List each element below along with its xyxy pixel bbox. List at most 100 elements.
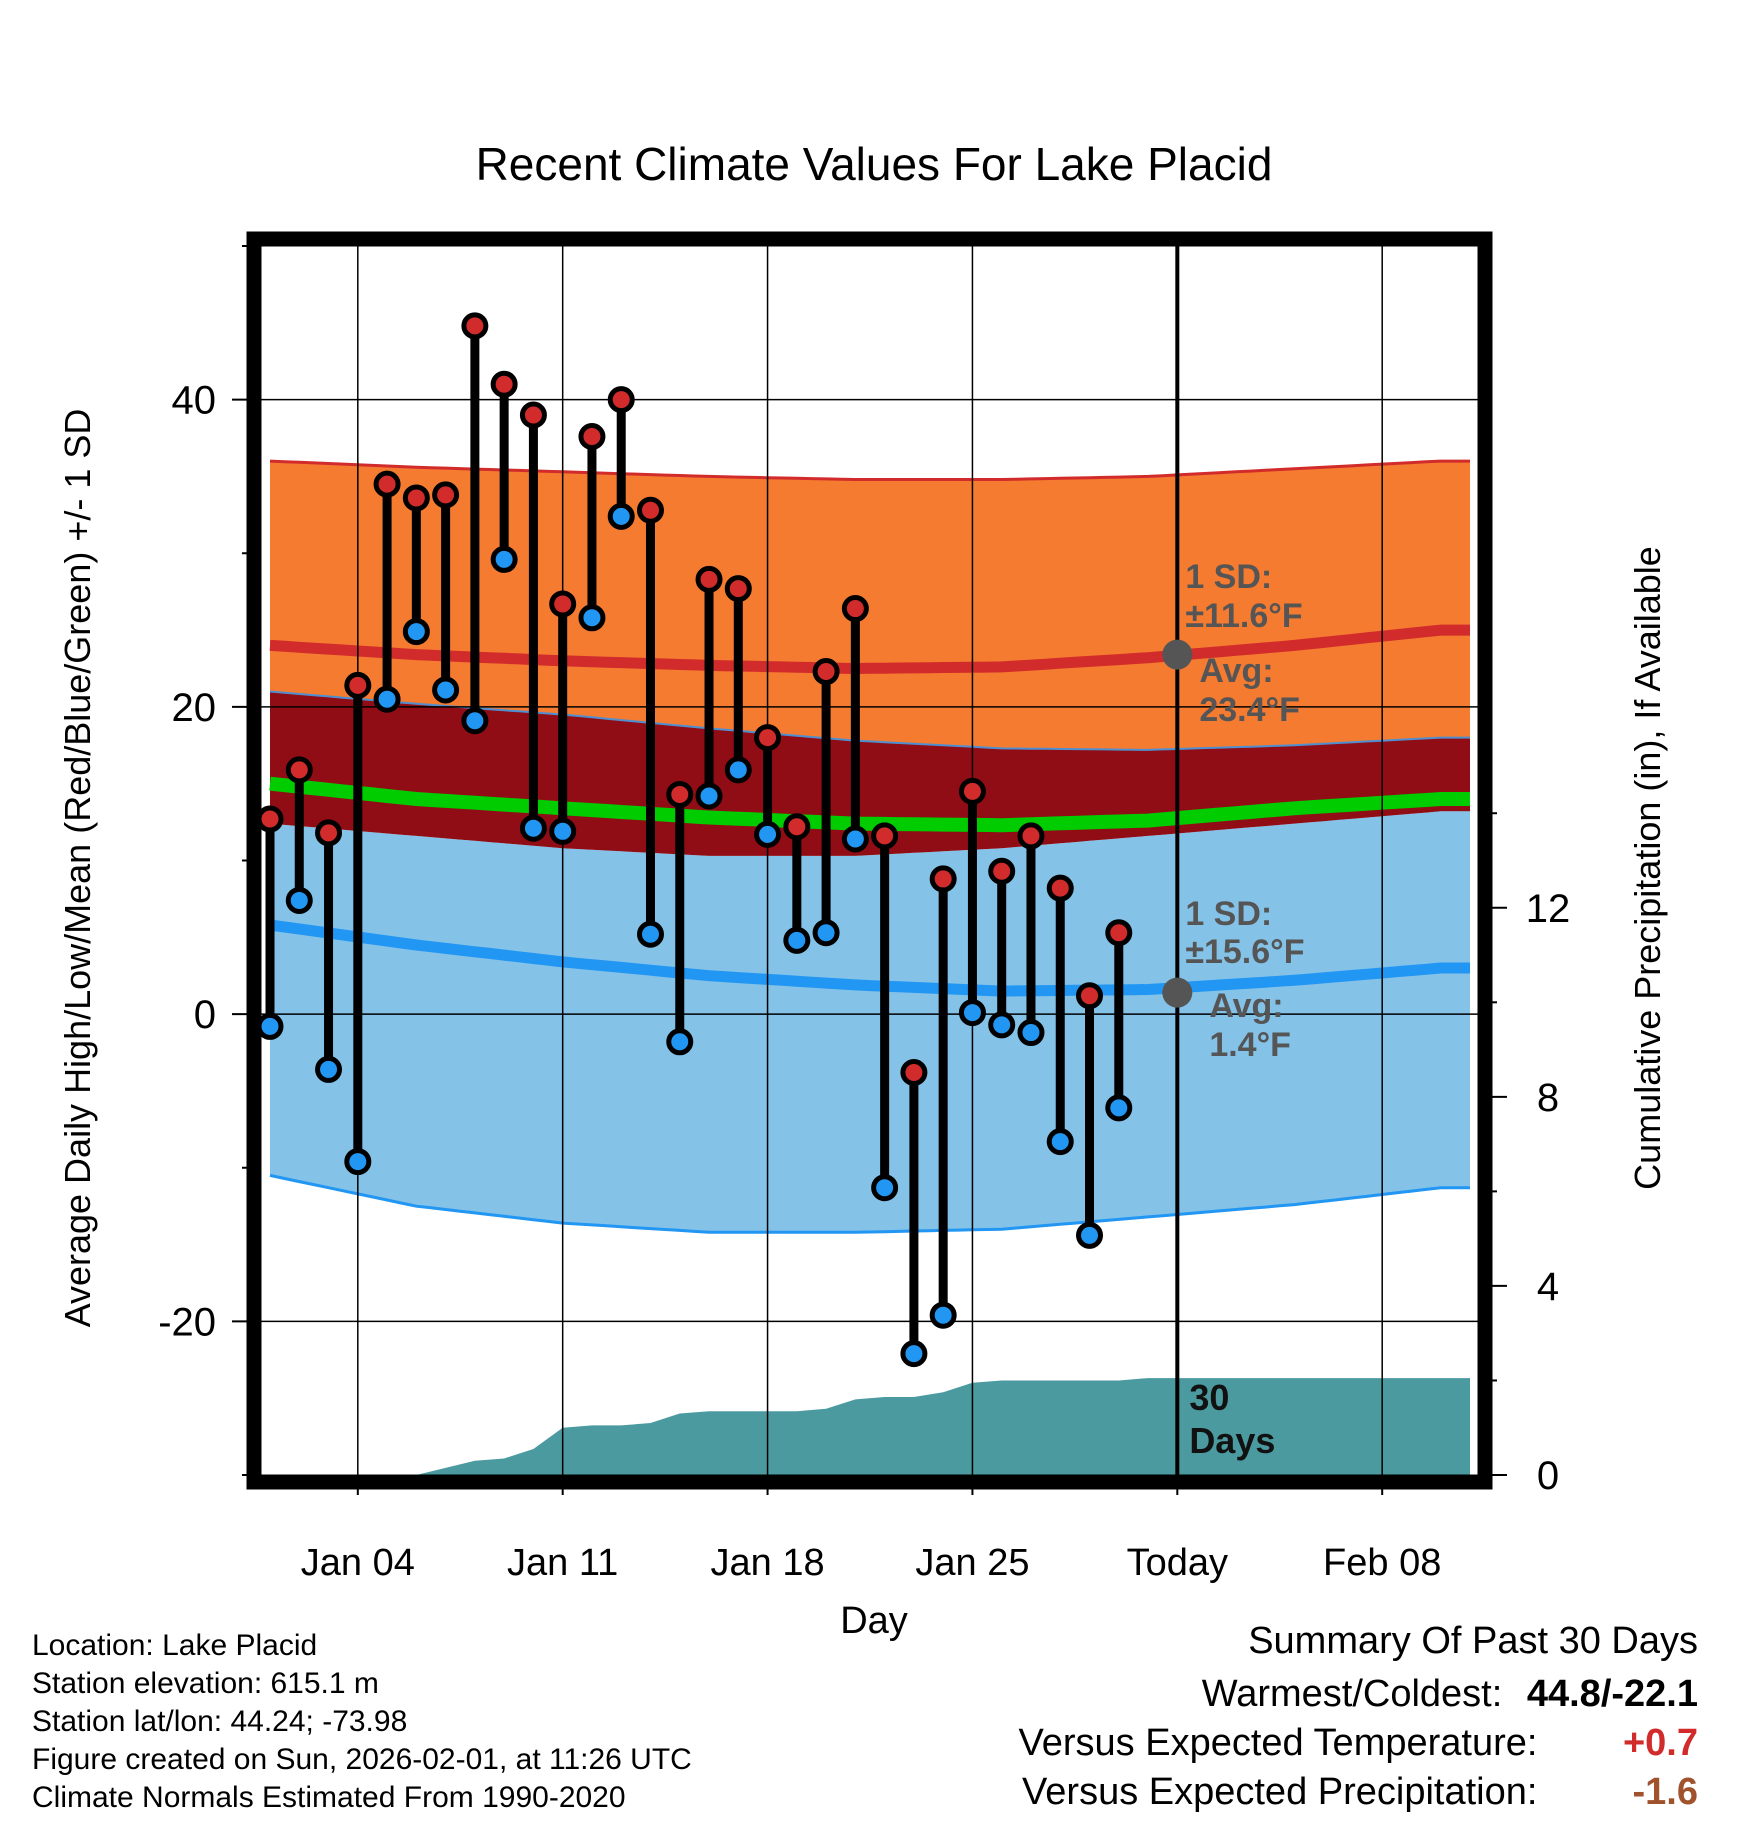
low-avg-value: 1.4°F bbox=[1209, 1026, 1291, 1064]
low-point bbox=[929, 1301, 957, 1329]
y2-tick-label: 8 bbox=[1537, 1076, 1559, 1120]
high-point bbox=[958, 777, 986, 805]
latlon-text: Station lat/lon: 44.24; -73.98 bbox=[32, 1705, 408, 1738]
temp-value: +0.7 bbox=[1622, 1722, 1698, 1764]
normals-text: Climate Normals Estimated From 1990-2020 bbox=[32, 1781, 626, 1814]
low-point bbox=[549, 817, 577, 845]
elevation-text: Station elevation: 615.1 m bbox=[32, 1667, 379, 1700]
precip-value: -1.6 bbox=[1632, 1771, 1698, 1813]
station-info: Location: Lake Placid Station elevation:… bbox=[32, 1627, 692, 1817]
warm-cold-row: Warmest/Coldest: 44.8/-22.1 bbox=[1019, 1673, 1698, 1716]
high-point bbox=[1105, 919, 1133, 947]
today-low-avg-marker bbox=[1162, 977, 1193, 1008]
low-point bbox=[315, 1055, 343, 1083]
high-point bbox=[402, 484, 430, 512]
x-tick-label: Jan 04 bbox=[301, 1542, 415, 1584]
high-point bbox=[315, 819, 343, 847]
high-sd-value: ±11.6°F bbox=[1185, 597, 1302, 635]
chart-title: Recent Climate Values For Lake Placid bbox=[476, 138, 1273, 190]
low-point bbox=[900, 1340, 928, 1368]
low-point bbox=[285, 886, 313, 914]
low-point bbox=[373, 685, 401, 713]
x-axis-label: Day bbox=[840, 1600, 908, 1642]
low-point bbox=[1046, 1128, 1074, 1156]
high-point bbox=[900, 1059, 928, 1087]
low-point bbox=[1076, 1221, 1104, 1249]
low-point bbox=[841, 825, 869, 853]
y-tick-label: 0 bbox=[194, 993, 216, 1037]
today-high-avg-marker bbox=[1162, 639, 1193, 670]
high-point bbox=[1017, 822, 1045, 850]
x-tick-label: Jan 11 bbox=[507, 1542, 618, 1584]
high-point bbox=[988, 857, 1016, 885]
low-sd-value: ±15.6°F bbox=[1185, 933, 1304, 971]
low-sd-band bbox=[270, 811, 1470, 1233]
normal-mean-line bbox=[269, 776, 1470, 833]
high-sd-band-upper bbox=[270, 461, 1470, 750]
high-avg-label: Avg: bbox=[1199, 652, 1273, 690]
y2-tick-label: 12 bbox=[1526, 887, 1571, 931]
high-upper-line bbox=[269, 459, 1470, 481]
high-point bbox=[666, 780, 694, 808]
temp-row: Versus Expected Temperature: +0.7 bbox=[1019, 1722, 1698, 1765]
x-tick-label: Feb 08 bbox=[1323, 1542, 1441, 1584]
low-point bbox=[344, 1148, 372, 1176]
low-point bbox=[958, 999, 986, 1027]
low-point bbox=[812, 919, 840, 947]
high-point bbox=[285, 756, 313, 784]
high-lower-line bbox=[269, 690, 1470, 751]
low-point bbox=[578, 604, 606, 632]
x-tick-label: Today bbox=[1127, 1542, 1228, 1584]
high-point bbox=[871, 822, 899, 850]
high-sd-label: 1 SD: bbox=[1185, 558, 1272, 596]
x-tick-label: Jan 18 bbox=[711, 1542, 825, 1584]
location-text: Location: Lake Placid bbox=[32, 1629, 318, 1662]
high-point bbox=[373, 470, 401, 498]
low-avg-label: Avg: bbox=[1209, 987, 1283, 1025]
low-point bbox=[871, 1174, 899, 1202]
y-tick-label: -20 bbox=[158, 1300, 216, 1344]
summary-panel: Summary Of Past 30 Days Warmest/Coldest:… bbox=[1019, 1620, 1698, 1814]
plot-interior bbox=[261, 246, 1478, 1475]
low-point bbox=[636, 920, 664, 948]
precip-row: Versus Expected Precipitation: -1.6 bbox=[1019, 1771, 1698, 1814]
days-label-number: 30 bbox=[1189, 1377, 1229, 1418]
high-point bbox=[754, 724, 782, 752]
y-axis-label-right: Cumulative Precipitation (in), If Availa… bbox=[1627, 546, 1668, 1190]
high-point bbox=[812, 658, 840, 686]
low-lower-line bbox=[269, 1173, 1470, 1234]
summary-title: Summary Of Past 30 Days bbox=[1248, 1620, 1698, 1662]
created-text: Figure created on Sun, 2026-02-01, at 11… bbox=[32, 1743, 692, 1776]
high-point bbox=[607, 386, 635, 414]
low-point bbox=[519, 814, 547, 842]
high-point bbox=[344, 671, 372, 699]
y2-tick-label: 0 bbox=[1537, 1454, 1559, 1498]
high-point bbox=[783, 813, 811, 841]
low-point bbox=[988, 1011, 1016, 1039]
high-point bbox=[578, 422, 606, 450]
normal-high-line bbox=[269, 624, 1470, 675]
low-point bbox=[1017, 1019, 1045, 1047]
low-point bbox=[461, 707, 489, 735]
low-point bbox=[783, 926, 811, 954]
temp-label: Versus Expected Temperature: bbox=[1018, 1722, 1538, 1764]
high-point bbox=[1046, 874, 1074, 902]
low-point bbox=[490, 545, 518, 573]
high-point bbox=[1076, 982, 1104, 1010]
low-point bbox=[695, 782, 723, 810]
low-point bbox=[754, 820, 782, 848]
high-point bbox=[724, 575, 752, 603]
high-point bbox=[490, 370, 518, 398]
y-axis-label-left: Average Daily High/Low/Mean (Red/Blue/Gr… bbox=[57, 409, 98, 1328]
high-point bbox=[432, 481, 460, 509]
y2-tick-label: 4 bbox=[1537, 1265, 1559, 1309]
high-point bbox=[636, 496, 664, 524]
low-point bbox=[432, 676, 460, 704]
high-point bbox=[461, 312, 489, 340]
y-tick-label: 20 bbox=[172, 686, 217, 730]
days-label-text: Days bbox=[1189, 1420, 1275, 1461]
high-point bbox=[695, 565, 723, 593]
x-tick-label: Jan 25 bbox=[915, 1542, 1029, 1584]
low-point bbox=[402, 618, 430, 646]
